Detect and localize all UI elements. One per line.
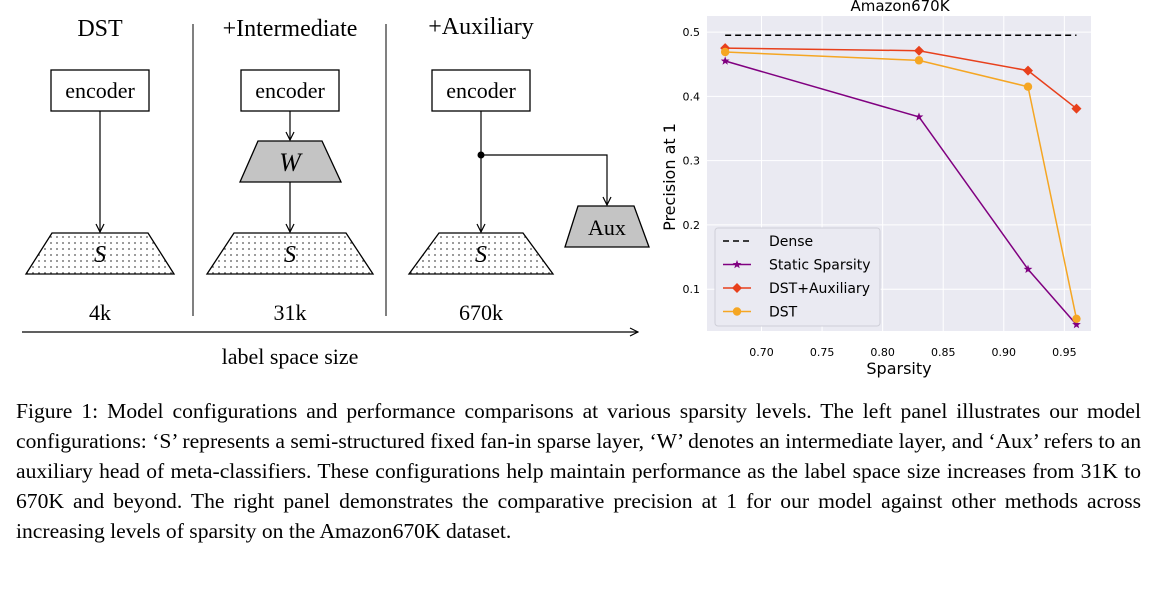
label-space-size: 31k bbox=[274, 300, 307, 325]
legend-label: Dense bbox=[769, 234, 813, 250]
encoder-label: encoder bbox=[446, 78, 516, 103]
diamond-marker bbox=[1071, 103, 1082, 114]
circle-marker bbox=[732, 307, 742, 316]
legend-box bbox=[714, 227, 881, 327]
star-marker bbox=[732, 259, 742, 269]
series-line bbox=[724, 60, 1078, 326]
model-configuration-diagram: DST encoder S 4k +Intermediate encoder W… bbox=[22, 14, 650, 369]
x-tick-label: 0.85 bbox=[931, 346, 956, 359]
star-marker bbox=[1023, 264, 1033, 274]
sparse-layer-trapezoid bbox=[205, 232, 375, 275]
panel-intermediate: +Intermediate encoder W S 31k bbox=[205, 16, 375, 325]
series-dst-auxiliary bbox=[720, 43, 1082, 114]
circle-marker bbox=[720, 47, 730, 57]
chart-legend: Dense Static Sparsity DST+Auxiliary DST bbox=[714, 227, 881, 327]
diamond-marker bbox=[732, 283, 742, 293]
panel-title: +Intermediate bbox=[223, 16, 358, 42]
y-tick-label: 0.5 bbox=[683, 26, 701, 39]
circle-marker bbox=[1023, 82, 1033, 91]
y-tick-label: 0.4 bbox=[683, 90, 701, 103]
panel-dst: DST encoder S 4k bbox=[24, 16, 176, 325]
precision-chart: Amazon670K 0.70 0.75 0.80 0.85 0.90 0.95 0.10… bbox=[660, 0, 1091, 378]
y-tick-label: 0.1 bbox=[683, 283, 701, 296]
legend-entry: Static Sparsity bbox=[723, 258, 871, 274]
circle-marker bbox=[1072, 314, 1081, 323]
aux-branch-arrow bbox=[481, 154, 607, 205]
data-series bbox=[720, 34, 1082, 329]
legend-entry: Dense bbox=[723, 234, 813, 250]
x-tick-label: 0.75 bbox=[810, 346, 835, 359]
encoder-label: encoder bbox=[255, 78, 325, 103]
star-marker bbox=[720, 56, 730, 65]
sparse-layer-label: S bbox=[475, 242, 487, 268]
intermediate-layer-label: W bbox=[279, 148, 303, 177]
panel-title: +Auxiliary bbox=[428, 14, 534, 40]
series-line bbox=[725, 51, 1078, 319]
legend-entry: DST+Auxiliary bbox=[723, 281, 870, 297]
figure-caption: Figure 1: Model configurations and perfo… bbox=[16, 399, 1141, 543]
legend-label: Static Sparsity bbox=[769, 258, 871, 274]
y-tick-labels: 0.1 0.2 0.3 0.4 0.5 bbox=[683, 26, 701, 296]
star-marker bbox=[1072, 319, 1081, 329]
y-tick-label: 0.3 bbox=[683, 155, 701, 168]
aux-head-label: Aux bbox=[588, 215, 626, 240]
sparse-layer-label: S bbox=[94, 242, 106, 268]
label-space-size: 670k bbox=[459, 300, 503, 325]
label-space-axis-label: label space size bbox=[222, 344, 359, 369]
panel-auxiliary: +Auxiliary encoder Aux S 670k bbox=[407, 14, 650, 325]
legend-entry: DST bbox=[723, 305, 798, 321]
circle-marker bbox=[914, 56, 924, 65]
sparse-layer-trapezoid bbox=[407, 232, 555, 275]
legend-entries: Dense Static Sparsity DST+Auxiliary DST bbox=[723, 234, 871, 321]
encoder-box bbox=[431, 69, 531, 112]
diamond-marker bbox=[1023, 65, 1034, 76]
encoder-box bbox=[50, 69, 150, 112]
x-tick-labels: 0.70 0.75 0.80 0.85 0.90 0.95 bbox=[749, 346, 1076, 359]
panel-title: DST bbox=[77, 16, 123, 42]
encoder-label: encoder bbox=[65, 78, 135, 103]
y-tick-label: 0.2 bbox=[683, 219, 701, 232]
sparse-layer-trapezoid bbox=[24, 232, 176, 275]
legend-label: DST bbox=[769, 305, 798, 321]
x-axis-label: Sparsity bbox=[866, 359, 931, 378]
y-axis-label: Precision at 1 bbox=[660, 123, 679, 231]
x-tick-label: 0.90 bbox=[992, 346, 1017, 359]
sparse-layer-label: S bbox=[284, 242, 296, 268]
aux-head-trapezoid bbox=[564, 205, 650, 248]
x-tick-label: 0.70 bbox=[749, 346, 774, 359]
x-tick-label: 0.95 bbox=[1052, 346, 1077, 359]
x-tick-label: 0.80 bbox=[870, 346, 895, 359]
series-line bbox=[725, 47, 1077, 110]
chart-title: Amazon670K bbox=[850, 0, 950, 15]
legend-label: DST+Auxiliary bbox=[769, 281, 870, 297]
series-static-sparsity bbox=[720, 56, 1081, 329]
diamond-marker bbox=[913, 45, 924, 56]
star-marker bbox=[914, 112, 924, 121]
encoder-box bbox=[240, 69, 340, 112]
label-space-size: 4k bbox=[89, 300, 111, 325]
series-dst bbox=[720, 47, 1081, 323]
intermediate-layer-trapezoid bbox=[239, 140, 343, 183]
